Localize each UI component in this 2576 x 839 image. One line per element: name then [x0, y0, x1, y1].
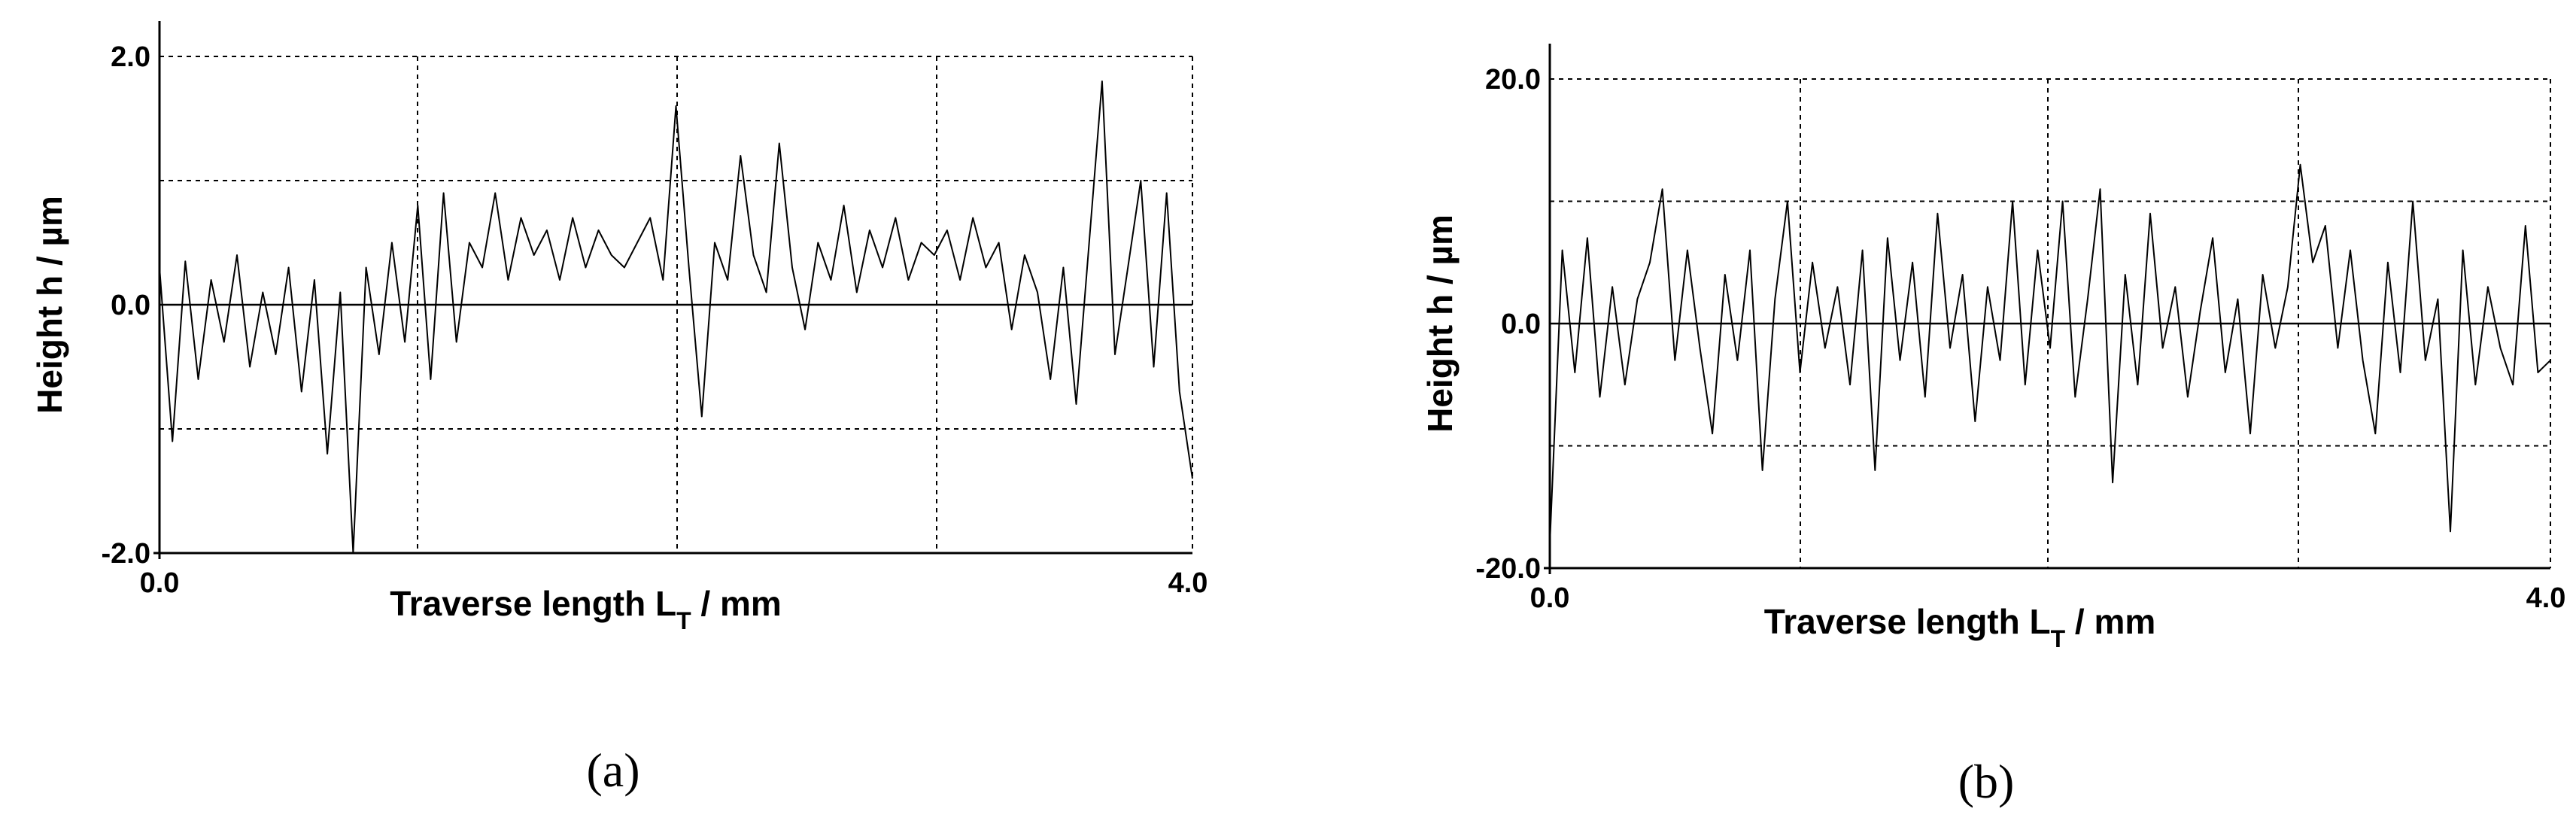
- panel-label-a: (a): [586, 743, 639, 797]
- x-axis-label-b-subscript: T: [2051, 625, 2066, 652]
- x-axis-label-b-main: Traverse length L: [1764, 602, 2051, 641]
- x-tick-label-b-end: 4.0: [2526, 582, 2566, 614]
- y-tick-label-a-bottom: -2.0: [102, 538, 150, 570]
- height-trace-a: [159, 81, 1193, 554]
- y-axis-label-b: Height h / µm: [1420, 214, 1460, 433]
- x-axis-label-a-suffix: / mm: [691, 584, 782, 623]
- x-axis-label-a-subscript: T: [676, 607, 691, 634]
- y-tick-label-b-top: 20.0: [1485, 64, 1541, 96]
- x-axis-label-a: Traverse length LT / mm: [390, 584, 782, 634]
- height-trace-b: [1549, 163, 2551, 544]
- x-axis-label-b-suffix: / mm: [2065, 602, 2155, 641]
- y-tick-label-b-mid: 0.0: [1501, 309, 1541, 340]
- y-tick-label-a-top: 2.0: [111, 41, 150, 73]
- x-tick-label-a-start: 0.0: [140, 567, 180, 599]
- panel-label-b: (b): [1958, 755, 2015, 808]
- x-axis-label-b: Traverse length LT / mm: [1764, 602, 2156, 652]
- x-axis-label-a-main: Traverse length L: [390, 584, 676, 623]
- chart-panel-b: 20.0 0.0 -20.0 0.0 4.0 Traverse length L…: [1420, 44, 2565, 808]
- y-axis-label-a: Height h / µm: [30, 196, 69, 414]
- chart-panel-a: 2.0 0.0 -2.0 0.0 4.0 Traverse length LT …: [30, 21, 1208, 797]
- y-tick-label-b-bottom: -20.0: [1475, 553, 1541, 585]
- x-tick-label-a-end: 4.0: [1168, 567, 1208, 599]
- x-tick-label-b-start: 0.0: [1530, 582, 1570, 614]
- y-tick-label-a-mid: 0.0: [111, 290, 150, 321]
